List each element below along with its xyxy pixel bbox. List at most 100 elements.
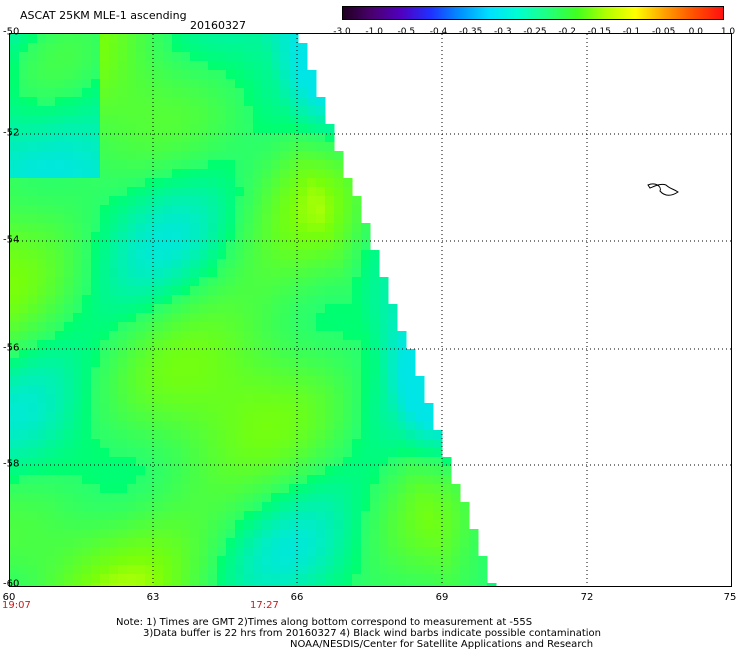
data-cell bbox=[289, 457, 299, 467]
data-cell bbox=[127, 466, 137, 476]
data-cell bbox=[64, 79, 74, 89]
data-cell bbox=[127, 61, 137, 71]
data-cell bbox=[280, 133, 290, 143]
data-cell bbox=[343, 313, 353, 323]
data-cell bbox=[217, 61, 227, 71]
data-cell bbox=[280, 142, 290, 152]
data-cell bbox=[289, 331, 299, 341]
data-cell bbox=[190, 331, 200, 341]
data-cell bbox=[181, 304, 191, 314]
data-cell bbox=[154, 97, 164, 107]
data-cell bbox=[64, 574, 74, 584]
data-cell bbox=[181, 277, 191, 287]
data-cell bbox=[433, 430, 443, 440]
data-cell bbox=[271, 241, 281, 251]
data-cell bbox=[91, 457, 101, 467]
data-cell bbox=[289, 187, 299, 197]
data-cell bbox=[424, 520, 434, 530]
data-cell bbox=[262, 538, 272, 548]
data-cell bbox=[325, 574, 335, 584]
data-cell bbox=[271, 457, 281, 467]
data-cell bbox=[127, 196, 137, 206]
data-cell bbox=[64, 277, 74, 287]
data-cell bbox=[433, 529, 443, 539]
data-cell bbox=[28, 565, 38, 575]
data-cell bbox=[379, 457, 389, 467]
data-cell bbox=[46, 142, 56, 152]
data-cell bbox=[73, 259, 83, 269]
data-cell bbox=[244, 133, 254, 143]
data-cell bbox=[91, 88, 101, 98]
data-cell bbox=[442, 529, 452, 539]
data-cell bbox=[10, 313, 20, 323]
data-cell bbox=[217, 187, 227, 197]
data-cell bbox=[226, 547, 236, 557]
data-cell bbox=[316, 250, 326, 260]
data-cell bbox=[199, 376, 209, 386]
data-cell bbox=[217, 88, 227, 98]
data-cell bbox=[28, 52, 38, 62]
data-cell bbox=[127, 187, 137, 197]
data-cell bbox=[343, 538, 353, 548]
data-cell bbox=[262, 223, 272, 233]
data-cell bbox=[280, 115, 290, 125]
data-cell bbox=[388, 313, 398, 323]
data-cell bbox=[100, 376, 110, 386]
data-cell bbox=[10, 322, 20, 332]
data-cell bbox=[271, 466, 281, 476]
data-cell bbox=[28, 295, 38, 305]
data-cell bbox=[136, 160, 146, 170]
data-cell bbox=[163, 88, 173, 98]
data-cell bbox=[46, 511, 56, 521]
data-cell bbox=[397, 529, 407, 539]
data-cell bbox=[316, 277, 326, 287]
data-cell bbox=[145, 106, 155, 116]
data-cell bbox=[325, 133, 335, 143]
data-cell bbox=[334, 196, 344, 206]
data-cell bbox=[73, 106, 83, 116]
data-cell bbox=[370, 574, 380, 584]
data-cell bbox=[46, 439, 56, 449]
data-cell bbox=[280, 97, 290, 107]
data-cell bbox=[109, 394, 119, 404]
data-cell bbox=[91, 196, 101, 206]
data-cell bbox=[190, 349, 200, 359]
data-cell bbox=[82, 223, 92, 233]
data-cell bbox=[199, 340, 209, 350]
data-cell bbox=[181, 529, 191, 539]
data-cell bbox=[217, 304, 227, 314]
data-cell bbox=[226, 268, 236, 278]
data-cell bbox=[208, 295, 218, 305]
data-cell bbox=[82, 358, 92, 368]
data-cell bbox=[154, 241, 164, 251]
data-cell bbox=[109, 583, 119, 586]
data-cell bbox=[199, 178, 209, 188]
data-cell bbox=[55, 196, 65, 206]
data-cell bbox=[262, 106, 272, 116]
data-cell bbox=[253, 160, 263, 170]
data-cell bbox=[55, 367, 65, 377]
data-cell bbox=[46, 565, 56, 575]
data-cell bbox=[325, 160, 335, 170]
data-cell bbox=[289, 277, 299, 287]
data-cell bbox=[46, 547, 56, 557]
data-cell bbox=[55, 160, 65, 170]
data-cell bbox=[352, 565, 362, 575]
data-cell bbox=[415, 457, 425, 467]
data-cell bbox=[235, 403, 245, 413]
data-cell bbox=[163, 376, 173, 386]
data-cell bbox=[334, 565, 344, 575]
data-cell bbox=[127, 403, 137, 413]
data-cell bbox=[325, 178, 335, 188]
data-cell bbox=[19, 358, 29, 368]
data-cell bbox=[406, 439, 416, 449]
data-cell bbox=[55, 583, 65, 586]
data-cell bbox=[226, 133, 236, 143]
data-cell bbox=[235, 124, 245, 134]
data-cell bbox=[316, 448, 326, 458]
data-cell bbox=[361, 484, 371, 494]
data-cell bbox=[19, 223, 29, 233]
data-cell bbox=[370, 538, 380, 548]
data-cell bbox=[235, 412, 245, 422]
data-cell bbox=[235, 250, 245, 260]
